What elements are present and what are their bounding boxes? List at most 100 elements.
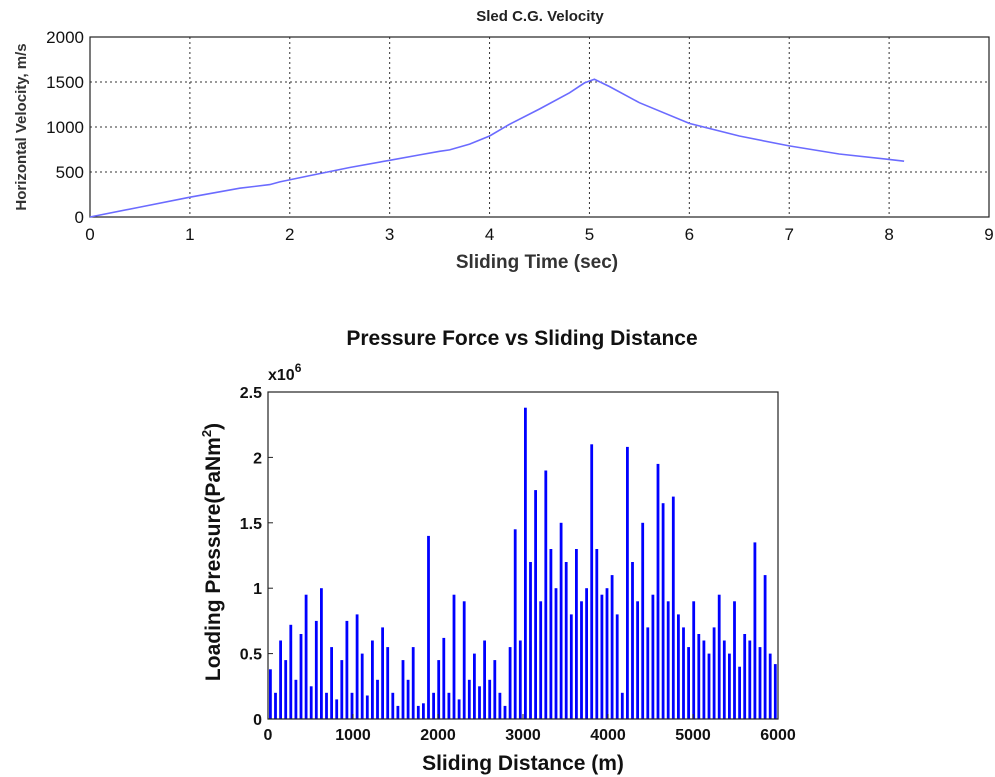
pressure-bar: [600, 594, 604, 719]
pressure-y-multiplier: x106: [268, 361, 302, 384]
pressure-bar: [386, 647, 390, 719]
pressure-bar: [289, 624, 293, 719]
pressure-bar: [671, 496, 675, 719]
pressure-bar: [646, 627, 650, 719]
pressure-bar: [304, 594, 308, 719]
velocity-plot-frame: [89, 36, 990, 218]
pressure-bar: [381, 627, 384, 719]
pressure-bar: [365, 695, 369, 719]
pressure-bar: [503, 705, 507, 719]
pressure-bar: [473, 653, 476, 719]
pressure-x-tick-label: 1000: [335, 727, 371, 744]
pressure-chart-title: Pressure Force vs Sliding Distance: [346, 327, 697, 350]
pressure-bar: [559, 522, 563, 719]
pressure-bar: [661, 503, 665, 719]
velocity-x-tick-label: 8: [884, 225, 893, 244]
pressure-bar: [345, 620, 349, 719]
pressure-bar: [376, 679, 379, 719]
pressure-x-tick-label: 2000: [420, 727, 456, 744]
pressure-bar: [508, 647, 512, 719]
pressure-bar: [401, 660, 405, 719]
pressure-bar: [564, 562, 568, 719]
pressure-bar: [626, 446, 629, 719]
pressure-bar: [722, 640, 726, 719]
pressure-bar: [478, 686, 481, 719]
pressure-bar: [656, 463, 660, 719]
pressure-bar: [274, 692, 277, 719]
pressure-bar: [717, 594, 721, 719]
pressure-bar: [620, 692, 624, 719]
velocity-chart-title: Sled C.G. Velocity: [476, 8, 604, 25]
pressure-bar: [488, 679, 492, 719]
pressure-bar: [406, 679, 410, 719]
pressure-x-tick-label: 4000: [590, 727, 626, 744]
pressure-bar: [325, 692, 328, 719]
pressure-x-tick-label: 3000: [505, 727, 541, 744]
pressure-bar: [544, 470, 548, 719]
pressure-y-tick-label: 1: [253, 581, 262, 598]
pressure-bar: [738, 666, 741, 719]
pressure-bar: [585, 588, 588, 719]
pressure-bar: [360, 653, 364, 719]
pressure-bar: [682, 627, 685, 719]
pressure-bar: [447, 692, 451, 719]
pressure-bar: [712, 627, 716, 719]
velocity-y-tick-label: 0: [75, 208, 84, 227]
pressure-bar: [651, 594, 655, 719]
pressure-bar: [437, 660, 441, 719]
pressure-x-tick-label: 0: [264, 727, 273, 744]
pressure-bar: [340, 660, 344, 719]
pressure-plot-frame: [267, 391, 779, 720]
pressure-x-tick-label: 5000: [675, 727, 711, 744]
pressure-bar: [590, 444, 594, 719]
pressure-bar: [641, 522, 645, 719]
pressure-x-axis-label: Sliding Distance (m): [422, 752, 624, 775]
pressure-y-tick-label: 0.5: [240, 647, 262, 664]
pressure-bar: [575, 549, 578, 719]
pressure-bar: [534, 490, 537, 719]
pressure-bar: [702, 640, 706, 719]
pressure-bar: [707, 653, 711, 719]
pressure-bar: [396, 705, 400, 719]
pressure-bar: [631, 562, 634, 719]
pressure-bar: [763, 575, 767, 719]
velocity-y-tick-label: 500: [56, 163, 84, 182]
pressure-bar: [733, 601, 736, 719]
pressure-bar: [355, 614, 359, 719]
pressure-bar: [549, 549, 553, 719]
velocity-x-tick-label: 9: [984, 225, 993, 244]
velocity-y-ticks: 0 500 1000 1500 2000: [46, 28, 84, 227]
pressure-y-tick-label: 1.5: [240, 516, 262, 533]
pressure-x-tick-label: 6000: [760, 727, 796, 744]
pressure-bar: [748, 640, 752, 719]
pressure-y-tick-label: 2.5: [240, 385, 262, 402]
pressure-bar: [467, 679, 471, 719]
pressure-bar: [554, 588, 558, 719]
pressure-bar: [615, 614, 619, 719]
pressure-bar: [483, 640, 486, 719]
pressure-bar: [768, 653, 772, 719]
velocity-x-tick-label: 2: [285, 225, 294, 244]
pressure-bar: [539, 601, 543, 719]
velocity-series-line: [89, 78, 905, 218]
pressure-bar: [595, 549, 599, 719]
pressure-bar: [309, 686, 313, 719]
pressure-bar: [728, 653, 731, 719]
pressure-bar: [529, 562, 532, 719]
pressure-bar: [605, 588, 609, 719]
pressure-bar: [432, 692, 435, 719]
pressure-bar: [697, 634, 701, 719]
pressure-bar: [677, 614, 680, 719]
velocity-x-axis-label: Sliding Time (sec): [456, 252, 618, 273]
pressure-bar: [452, 594, 456, 719]
pressure-bar: [773, 664, 777, 719]
velocity-y-tick-label: 2000: [46, 28, 84, 47]
pressure-bar: [391, 692, 395, 719]
pressure-bar: [314, 620, 318, 719]
pressure-bar: [753, 542, 757, 719]
pressure-bar: [493, 660, 497, 719]
pressure-y-tick-label: 0: [253, 712, 262, 729]
pressure-bar: [330, 647, 333, 719]
pressure-bar: [462, 601, 466, 719]
